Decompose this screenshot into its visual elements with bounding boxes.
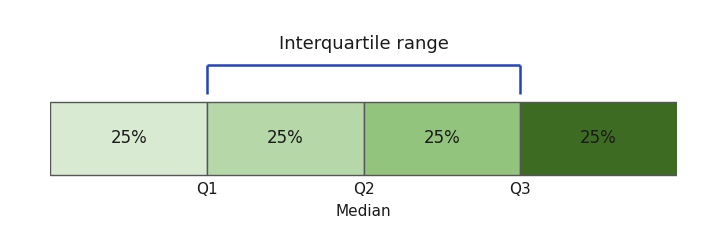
Bar (50, 102, 207, 174)
Text: Median: Median (336, 204, 392, 219)
Bar (520, 102, 677, 174)
Text: 25%: 25% (110, 129, 147, 147)
Text: 25%: 25% (580, 129, 617, 147)
Text: 25%: 25% (267, 129, 304, 147)
Text: Q3: Q3 (509, 182, 531, 197)
Text: 25%: 25% (423, 129, 460, 147)
Text: Q1: Q1 (196, 182, 218, 197)
Bar (364, 102, 521, 174)
Text: Interquartile range: Interquartile range (279, 35, 449, 53)
Bar (207, 102, 364, 174)
Text: Q2: Q2 (353, 182, 374, 197)
